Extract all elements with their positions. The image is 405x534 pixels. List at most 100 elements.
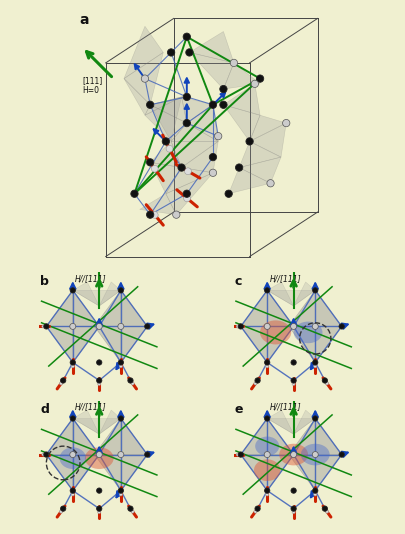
Polygon shape xyxy=(241,290,294,326)
Circle shape xyxy=(209,101,217,108)
Polygon shape xyxy=(294,282,315,306)
Polygon shape xyxy=(94,326,147,363)
Circle shape xyxy=(98,382,101,386)
Polygon shape xyxy=(73,419,121,434)
Polygon shape xyxy=(94,419,147,454)
Circle shape xyxy=(96,360,102,365)
Polygon shape xyxy=(121,419,147,491)
Circle shape xyxy=(167,49,175,56)
Polygon shape xyxy=(190,32,234,63)
Circle shape xyxy=(313,416,318,421)
Ellipse shape xyxy=(294,321,322,343)
Polygon shape xyxy=(94,290,121,363)
Circle shape xyxy=(209,169,217,176)
Ellipse shape xyxy=(260,320,291,344)
Polygon shape xyxy=(249,123,286,157)
Text: H//[111]: H//[111] xyxy=(75,274,107,283)
Polygon shape xyxy=(99,282,121,306)
Polygon shape xyxy=(187,105,218,142)
Circle shape xyxy=(96,324,102,329)
Circle shape xyxy=(70,416,75,421)
Circle shape xyxy=(118,488,124,493)
Circle shape xyxy=(118,360,124,365)
Circle shape xyxy=(283,120,290,127)
Text: a: a xyxy=(79,13,89,27)
Circle shape xyxy=(119,365,122,368)
Text: H//[111]: H//[111] xyxy=(75,402,107,411)
Circle shape xyxy=(131,510,134,513)
Polygon shape xyxy=(73,282,99,306)
Circle shape xyxy=(183,190,190,198)
Circle shape xyxy=(313,288,318,293)
Circle shape xyxy=(71,493,75,496)
Polygon shape xyxy=(315,419,342,491)
Circle shape xyxy=(254,510,257,513)
Polygon shape xyxy=(150,97,187,123)
Circle shape xyxy=(118,416,124,421)
Text: c: c xyxy=(235,275,242,288)
Circle shape xyxy=(238,452,243,457)
Ellipse shape xyxy=(301,444,330,465)
Circle shape xyxy=(314,365,317,368)
Polygon shape xyxy=(224,105,260,142)
Circle shape xyxy=(292,382,295,386)
Polygon shape xyxy=(171,142,218,168)
Circle shape xyxy=(225,190,232,198)
Circle shape xyxy=(60,382,63,385)
Polygon shape xyxy=(224,84,260,115)
Circle shape xyxy=(44,452,49,457)
Polygon shape xyxy=(99,410,121,434)
Polygon shape xyxy=(124,78,150,115)
Polygon shape xyxy=(190,52,234,89)
Circle shape xyxy=(235,164,243,171)
Circle shape xyxy=(70,452,76,458)
Polygon shape xyxy=(150,142,181,168)
Polygon shape xyxy=(315,290,342,363)
Polygon shape xyxy=(73,290,99,363)
Circle shape xyxy=(251,80,258,88)
Polygon shape xyxy=(239,142,281,168)
Circle shape xyxy=(266,365,269,368)
Circle shape xyxy=(322,378,328,383)
Polygon shape xyxy=(294,410,315,434)
Circle shape xyxy=(255,378,260,383)
Circle shape xyxy=(141,75,149,82)
Circle shape xyxy=(151,211,158,218)
Circle shape xyxy=(151,166,158,172)
Text: d: d xyxy=(40,403,49,416)
Ellipse shape xyxy=(279,444,308,465)
Circle shape xyxy=(96,488,102,493)
Circle shape xyxy=(71,365,75,368)
Polygon shape xyxy=(124,26,163,78)
Circle shape xyxy=(183,195,190,202)
Polygon shape xyxy=(267,419,294,491)
Circle shape xyxy=(220,101,227,108)
Ellipse shape xyxy=(85,447,114,469)
Text: b: b xyxy=(40,275,49,288)
Circle shape xyxy=(166,145,173,152)
Polygon shape xyxy=(289,419,315,491)
Circle shape xyxy=(60,378,66,383)
Circle shape xyxy=(246,138,253,145)
Polygon shape xyxy=(46,290,99,326)
Circle shape xyxy=(291,452,296,458)
Circle shape xyxy=(215,132,222,140)
Polygon shape xyxy=(46,454,99,491)
Polygon shape xyxy=(267,282,294,306)
Circle shape xyxy=(291,506,296,511)
Circle shape xyxy=(42,453,45,456)
Polygon shape xyxy=(267,290,294,363)
Polygon shape xyxy=(289,454,342,491)
Circle shape xyxy=(145,324,150,329)
Polygon shape xyxy=(241,326,294,363)
Polygon shape xyxy=(94,454,147,491)
Circle shape xyxy=(209,153,217,161)
Circle shape xyxy=(131,190,138,198)
Circle shape xyxy=(339,324,344,329)
Circle shape xyxy=(314,493,317,496)
Circle shape xyxy=(325,510,328,513)
Circle shape xyxy=(178,164,185,171)
Circle shape xyxy=(118,452,124,458)
Circle shape xyxy=(119,493,122,496)
Circle shape xyxy=(291,488,296,493)
